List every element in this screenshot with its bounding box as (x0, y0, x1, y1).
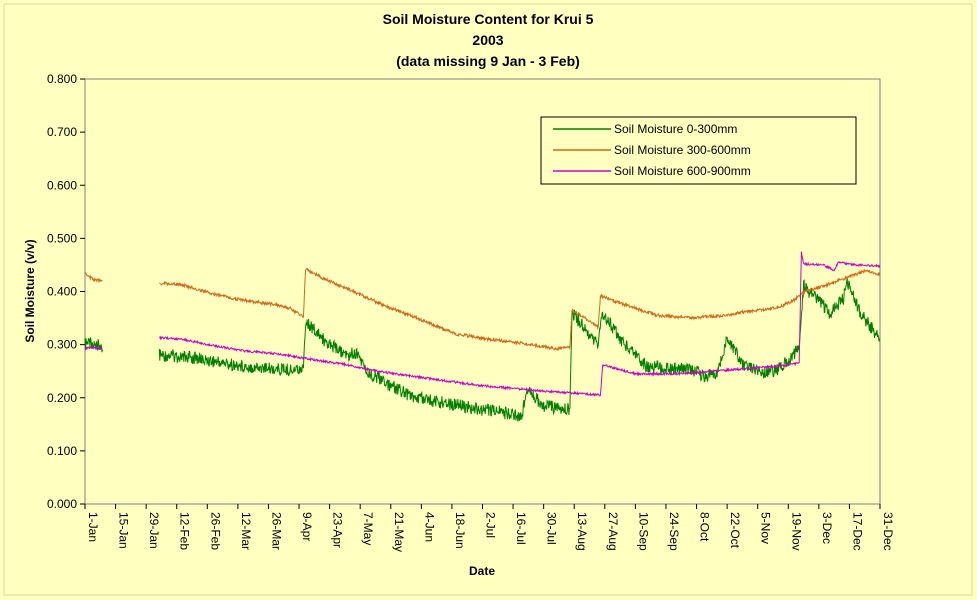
x-tick-label: 27-Aug (606, 512, 620, 551)
series-line-1-segment-2 (158, 278, 881, 422)
chart-title-line-3: (data missing 9 Jan - 3 Feb) (396, 53, 580, 69)
legend-label-2: Soil Moisture 300-600mm (614, 143, 751, 157)
x-tick-label: 22-Oct (728, 512, 742, 549)
y-tick-label: 0.200 (47, 391, 77, 405)
series-line-3-segment-1 (84, 344, 103, 352)
series-line-2-segment-2 (159, 267, 881, 352)
x-tick-label: 17-Dec (850, 512, 864, 551)
x-tick-label: 21-May (392, 512, 406, 552)
x-tick-label: 9-Apr (300, 512, 314, 541)
x-tick-label: 29-Jan (147, 512, 161, 549)
x-tick-label: 3-Dec (820, 512, 834, 544)
x-tick-label: 5-Nov (759, 512, 773, 544)
legend-label-3: Soil Moisture 600-900mm (614, 164, 751, 178)
x-tick-label: 31-Dec (881, 512, 895, 551)
legend: Soil Moisture 0-300mm Soil Moisture 300-6… (540, 116, 857, 185)
y-tick-label: 0.500 (47, 231, 77, 245)
chart-outer-border (3, 3, 973, 596)
chart-title-line-1: Soil Moisture Content for Krui 5 (383, 11, 594, 27)
x-tick-label: 12-Feb (178, 512, 192, 550)
x-tick-label: 24-Sep (667, 512, 681, 551)
y-tick-label: 0.700 (47, 125, 77, 139)
y-tick-label: 0.800 (47, 72, 77, 86)
x-tick-label: 2-Jul (484, 512, 498, 538)
legend-label-1: Soil Moisture 0-300mm (614, 122, 737, 136)
x-tick-label: 26-Mar (269, 512, 283, 550)
y-tick-label: 0.600 (47, 178, 77, 192)
x-tick-label: 30-Jul (545, 512, 559, 545)
chart-title-line-2: 2003 (472, 32, 503, 48)
y-axis-title: Soil Moisture (v/v) (23, 239, 37, 342)
x-tick-label: 10-Sep (636, 512, 650, 551)
y-tick-label: 0.000 (47, 497, 77, 511)
series-line-2-segment-1 (84, 271, 103, 283)
x-tick-label: 26-Feb (208, 512, 222, 550)
y-tick-label: 0.300 (47, 338, 77, 352)
y-tick-label: 0.100 (47, 444, 77, 458)
x-tick-label: 16-Jul (514, 512, 528, 545)
series-line-3-segment-2 (159, 251, 881, 397)
y-axis: 0.000 0.100 0.200 0.300 0.400 0.500 0.600 0.700… (47, 72, 85, 511)
x-tick-label: 1-Jan (86, 512, 100, 542)
x-tick-label: 8-Oct (698, 512, 712, 542)
x-axis-title: Date (469, 564, 495, 578)
x-tick-label: 18-Jun (453, 512, 467, 549)
x-tick-label: 12-Mar (239, 512, 253, 550)
x-tick-label: 7-May (361, 512, 375, 545)
x-tick-label: 23-Apr (331, 512, 345, 548)
x-tick-label: 13-Aug (575, 512, 589, 551)
x-tick-label: 19-Nov (789, 512, 803, 551)
x-tick-label: 4-Jun (422, 512, 436, 542)
y-tick-label: 0.400 (47, 285, 77, 299)
x-tick-label: 15-Jan (117, 512, 131, 549)
x-axis: 1-Jan 15-Jan 29-Jan 12-Feb 26-Feb 12-Mar 26-Ma… (84, 504, 895, 552)
series-group (84, 251, 881, 422)
